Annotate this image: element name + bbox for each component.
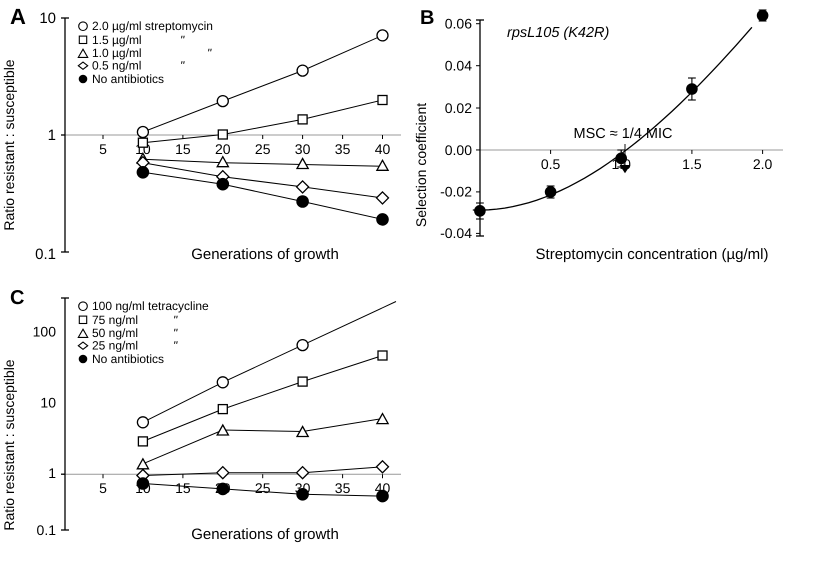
svg-text:0.5: 0.5 (541, 156, 561, 172)
svg-text:5: 5 (99, 480, 107, 496)
svg-text:": " (180, 33, 185, 47)
svg-text:MSC ≈ 1/4 MIC: MSC ≈ 1/4 MIC (573, 126, 672, 142)
svg-text:0.06: 0.06 (445, 16, 472, 32)
svg-text:2.0: 2.0 (753, 156, 773, 172)
svg-text:": " (173, 326, 178, 340)
svg-text:No antibiotics: No antibiotics (92, 72, 164, 86)
svg-text:Selection coefficient: Selection coefficient (413, 103, 429, 227)
svg-text:50 ng/ml: 50 ng/ml (92, 326, 138, 340)
svg-text:C: C (10, 287, 24, 309)
svg-text:Generations of growth: Generations of growth (191, 526, 339, 543)
svg-text:35: 35 (335, 480, 351, 496)
svg-text:-0.04: -0.04 (440, 225, 472, 241)
svg-text:40: 40 (375, 141, 391, 157)
svg-text:No antibiotics: No antibiotics (92, 352, 164, 366)
svg-text:Ratio resistant : susceptible: Ratio resistant : susceptible (1, 359, 17, 530)
svg-text:1: 1 (48, 465, 56, 481)
svg-text:1: 1 (48, 127, 56, 144)
svg-text:0.00: 0.00 (445, 142, 472, 158)
svg-text:B: B (420, 7, 434, 29)
svg-text:Ratio resistant : susceptible: Ratio resistant : susceptible (1, 59, 17, 230)
svg-text:100 ng/ml tetracycline: 100 ng/ml tetracycline (92, 299, 209, 313)
svg-text:Generations of growth: Generations of growth (191, 246, 339, 263)
svg-text:0.02: 0.02 (445, 100, 472, 116)
svg-text:5: 5 (99, 141, 107, 157)
svg-text:A: A (10, 4, 26, 29)
svg-text:25: 25 (255, 480, 271, 496)
svg-text:": " (180, 59, 185, 73)
svg-text:20: 20 (215, 141, 231, 157)
svg-text:1.0 µg/ml: 1.0 µg/ml (92, 46, 142, 60)
svg-text:75 ng/ml: 75 ng/ml (92, 313, 138, 327)
svg-text:10: 10 (39, 10, 56, 27)
svg-text:25 ng/ml: 25 ng/ml (92, 339, 138, 353)
svg-text:-0.02: -0.02 (440, 184, 472, 200)
svg-text:": " (207, 46, 212, 60)
svg-text:2.0 µg/ml streptomycin: 2.0 µg/ml streptomycin (92, 19, 213, 33)
svg-text:100: 100 (33, 324, 57, 340)
svg-text:15: 15 (175, 141, 191, 157)
svg-text:25: 25 (255, 141, 271, 157)
svg-text:0.1: 0.1 (37, 522, 57, 538)
svg-text:": " (173, 313, 178, 327)
svg-text:15: 15 (175, 480, 191, 496)
svg-text:0.04: 0.04 (445, 58, 472, 74)
svg-text:1.5 µg/ml: 1.5 µg/ml (92, 33, 142, 47)
svg-text:0.5 ng/ml: 0.5 ng/ml (92, 59, 141, 73)
svg-text:1.5: 1.5 (682, 156, 702, 172)
svg-text:rpsL105 (K42R): rpsL105 (K42R) (507, 25, 609, 41)
svg-text:": " (173, 339, 178, 353)
svg-text:10: 10 (40, 394, 56, 410)
svg-text:0.1: 0.1 (35, 246, 56, 263)
svg-text:Streptomycin concentration (µg: Streptomycin concentration (µg/ml) (536, 246, 769, 263)
svg-text:30: 30 (295, 141, 311, 157)
svg-text:35: 35 (335, 141, 351, 157)
